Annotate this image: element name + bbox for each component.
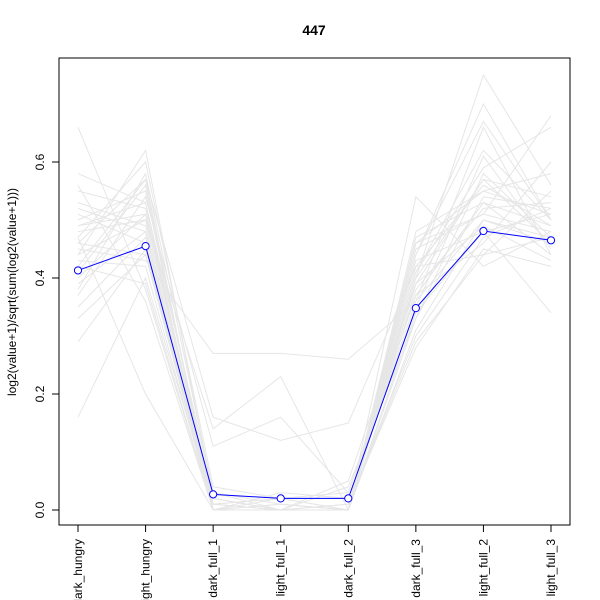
chart-title: 447 [302,22,326,38]
background-series-line [77,178,552,511]
x-tick-label: dark_full_3 [409,539,423,598]
background-series-line [77,161,552,494]
highlight-point [276,494,285,503]
x-tick-label: dark_full_2 [341,539,355,598]
y-tick-label: 0.6 [33,153,47,170]
y-tick-label: 0.4 [33,269,47,286]
highlight-point [479,226,488,236]
highlight-point [141,242,150,251]
background-series-line [77,73,552,511]
highlight-point [344,494,353,503]
background-series-line [77,120,552,511]
x-tick-label: light_full_2 [476,539,490,597]
y-axis-label: log2(value+1)/sqrt(sum(log2(value+1))) [5,188,19,396]
background-series-group [77,73,552,512]
x-tick-label: light_full_3 [544,539,558,597]
background-series-line [77,160,552,511]
x-tick-label: dark_full_1 [206,539,220,598]
y-axis: 0.0 0.2 0.4 0.6 [33,153,60,518]
highlight-series-line [77,230,552,499]
background-series-line [77,230,552,511]
highlight-point [411,304,420,313]
background-series-line [77,178,552,441]
y-tick-label: 0.2 [33,385,47,402]
background-series-line [77,236,552,511]
x-tick-label: dark_hungry [71,539,85,600]
background-series-line [77,178,552,511]
y-tick-label: 0.0 [33,501,47,518]
x-axis: dark_hungry light_hungry dark_full_1 light_… [71,524,558,600]
background-series-line [77,196,552,512]
highlight-series-group [73,226,556,503]
x-tick-label: light_full_1 [274,539,288,597]
highlight-point [546,236,556,245]
highlight-point [209,490,218,499]
highlight-point [73,266,83,275]
x-tick-label: light_hungry [139,539,153,600]
